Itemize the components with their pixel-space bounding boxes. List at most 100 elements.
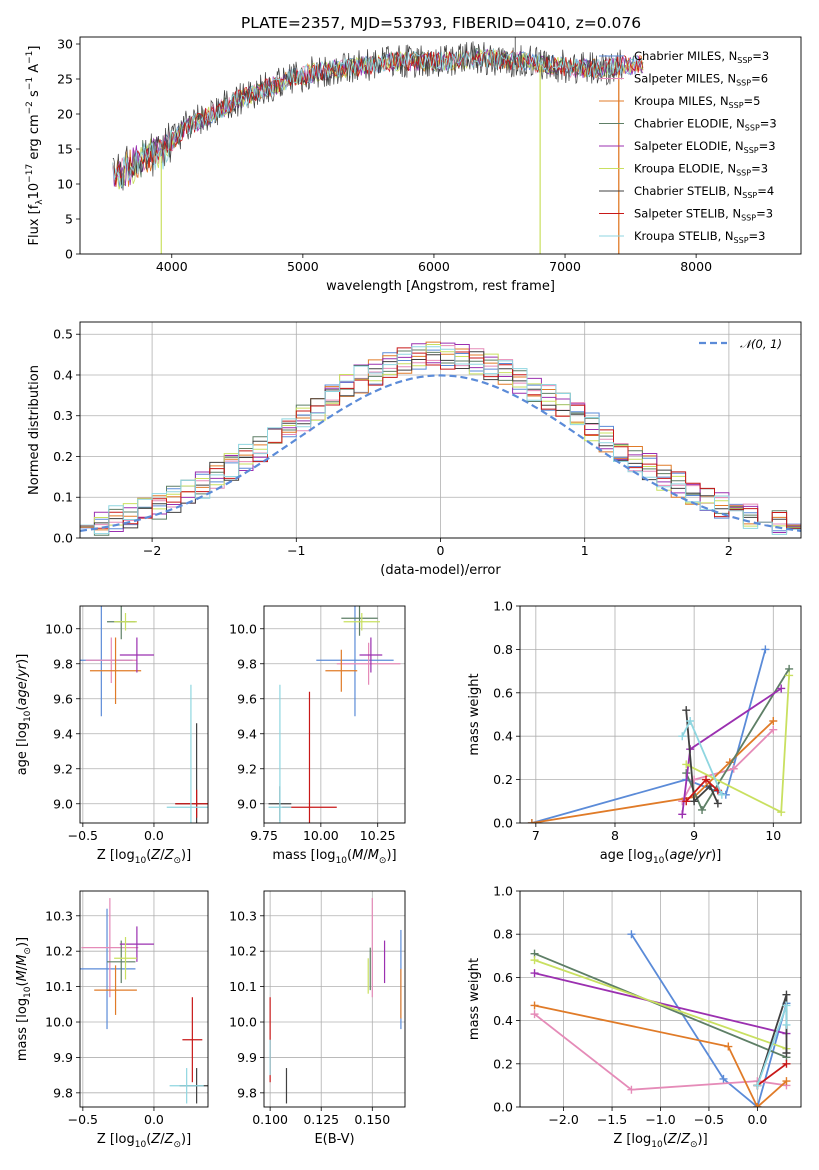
- y-tick-label: 0.2: [493, 1056, 513, 1071]
- plus-marker: [724, 1042, 733, 1051]
- y-tick-label: 10.1: [45, 979, 73, 994]
- y-tick-label: 0.1: [53, 490, 73, 505]
- x-tick-label: 9: [690, 828, 698, 843]
- plus-marker: [530, 956, 539, 965]
- axes-frame: [79, 321, 802, 539]
- weight-line: [756, 1005, 788, 1086]
- y-tick-label: 10.2: [45, 944, 73, 959]
- plus-marker: [782, 1001, 791, 1010]
- plus-marker: [777, 808, 786, 817]
- y-tick-label: 0.4: [493, 1013, 513, 1028]
- y-tick-label: 9.6: [237, 691, 257, 706]
- axes: −0.5 0.0 9.0 9.2 9.4 9.6 9.8 10.0 Z [log10(Z/Z⊙)…: [15, 605, 209, 866]
- weight-line: [533, 1013, 787, 1091]
- x-tick-label: −0.5: [68, 828, 98, 843]
- y-tick-label: 9.2: [53, 761, 73, 776]
- y-axis-label: age [log10(age/yr)]: [15, 654, 33, 776]
- y-tick-label: 0.8: [493, 927, 513, 942]
- x-axis-label: Z [log10(Z/Z⊙)]: [97, 848, 191, 866]
- legend-label: Chabrier ELODIE, NSSP=3: [634, 117, 777, 133]
- plus-marker: [785, 671, 794, 680]
- legend-label: 𝒩(0, 1): [740, 337, 782, 351]
- weight-line: [685, 710, 719, 804]
- y-tick-label: 0: [65, 247, 73, 262]
- x-tick-label: 10.00: [303, 828, 339, 843]
- x-tick-label: 0.0: [144, 1112, 164, 1127]
- plus-marker: [713, 799, 722, 808]
- y-tick-label: 0.0: [493, 1100, 513, 1115]
- panel-7: 0.100 0.125 0.150 9.8 9.9 10.0 10.1 10.2 10.3 E(B…: [229, 890, 406, 1147]
- legend-label: Chabrier STELIB, NSSP=4: [634, 184, 774, 200]
- axes-frame: [263, 890, 406, 1108]
- plus-marker: [753, 1081, 762, 1090]
- plot-area: [530, 930, 791, 1107]
- plus-marker: [769, 725, 778, 734]
- y-tick-label: 9.8: [237, 656, 257, 671]
- plus-marker: [678, 810, 687, 819]
- plot-area: [268, 606, 401, 823]
- x-tick-label: 0.0: [144, 828, 164, 843]
- y-tick-label: 1.0: [493, 599, 513, 614]
- y-tick-label: 0.3: [53, 408, 73, 423]
- legend-label: Kroupa STELIB, NSSP=3: [634, 229, 765, 245]
- y-tick-label: 30: [57, 37, 73, 52]
- y-tick-label: 25: [57, 72, 73, 87]
- legend-label: Chabrier MILES, NSSP=3: [634, 49, 769, 65]
- y-tick-label: 0.2: [493, 772, 513, 787]
- gridlines: [80, 606, 208, 823]
- x-tick-label: 4000: [156, 259, 188, 274]
- y-tick-label: 0.6: [493, 970, 513, 985]
- axes-frame: [263, 605, 406, 824]
- x-tick-label: 1: [581, 543, 589, 558]
- x-tick-label: 5000: [287, 259, 319, 274]
- y-tick-label: 9.8: [53, 1085, 73, 1100]
- plus-marker: [698, 805, 707, 814]
- x-axis-label: (data-model)/error: [380, 563, 501, 578]
- plus-marker: [530, 969, 539, 978]
- weight-line: [531, 720, 774, 823]
- plot-area: [80, 341, 801, 536]
- x-tick-label: −1.0: [645, 1112, 675, 1127]
- plus-marker: [761, 645, 770, 654]
- y-tick-label: 0.0: [53, 531, 73, 546]
- axes-frame: [79, 36, 802, 255]
- panel-2: −2 −1 0 1 2 0.0 0.1 0.2 0.3 0.4 0.5 𝒩(0, 1) (data-mo…: [27, 321, 802, 578]
- plot-area: [80, 898, 208, 1104]
- axes: 7 8 9 10 0.0 0.2 0.4 0.6 0.8 1.0 age [log10(age/yr…: [467, 599, 802, 866]
- y-axis-label: mass [log10(M/M⊙)]: [15, 937, 33, 1061]
- x-tick-label: 0.150: [354, 1112, 390, 1127]
- y-tick-label: 5: [65, 212, 73, 227]
- axes: 0.100 0.125 0.150 9.8 9.9 10.0 10.1 10.2 10.3 E(B…: [229, 890, 406, 1147]
- axes: 4000 5000 6000 7000 8000 0 5 10 15 20 25 30 waveleng…: [25, 36, 802, 294]
- y-tick-label: 10.2: [229, 944, 257, 959]
- histogram-step: [80, 342, 801, 533]
- y-tick-label: 9.6: [53, 691, 73, 706]
- spectrum-line: [112, 48, 644, 189]
- x-axis-label: Z [log10(Z/Z⊙)]: [613, 1132, 707, 1150]
- axes: −2.0 −1.5 −1.0 −0.5 0.0 0.0 0.2 0.4 0.6 0.8 1.0 Z […: [467, 884, 802, 1150]
- legend: 𝒩(0, 1): [699, 337, 782, 351]
- x-tick-label: 0.0: [747, 1112, 767, 1127]
- axes-frame: [519, 605, 802, 824]
- histogram-step: [80, 347, 801, 530]
- y-tick-label: 9.0: [237, 796, 257, 811]
- y-tick-label: 0.8: [493, 642, 513, 657]
- histogram-step: [80, 346, 801, 535]
- y-tick-label: 10: [57, 177, 73, 192]
- panel-1: 4000 5000 6000 7000 8000 0 5 10 15 20 25 30 waveleng…: [25, 36, 802, 294]
- weight-line: [534, 972, 787, 1035]
- plus-marker: [682, 797, 691, 806]
- y-tick-label: 9.8: [53, 656, 73, 671]
- y-tick-label: 10.0: [45, 621, 73, 636]
- plus-marker: [769, 717, 778, 726]
- y-axis-label: Flux [fλ10−17 erg cm−2 s−1 A−1]: [25, 46, 45, 246]
- plus-marker: [782, 1020, 791, 1029]
- plus-marker: [782, 1049, 791, 1057]
- panel-4: 9.75 10.00 10.25 9.0 9.2 9.4 9.6 9.8 10.0 mass [l…: [229, 605, 406, 866]
- plus-marker: [690, 797, 699, 806]
- spectrum-line: [112, 41, 623, 191]
- x-tick-label: 8: [611, 828, 619, 843]
- plot-area: [527, 645, 794, 823]
- x-tick-label: −2: [143, 543, 161, 558]
